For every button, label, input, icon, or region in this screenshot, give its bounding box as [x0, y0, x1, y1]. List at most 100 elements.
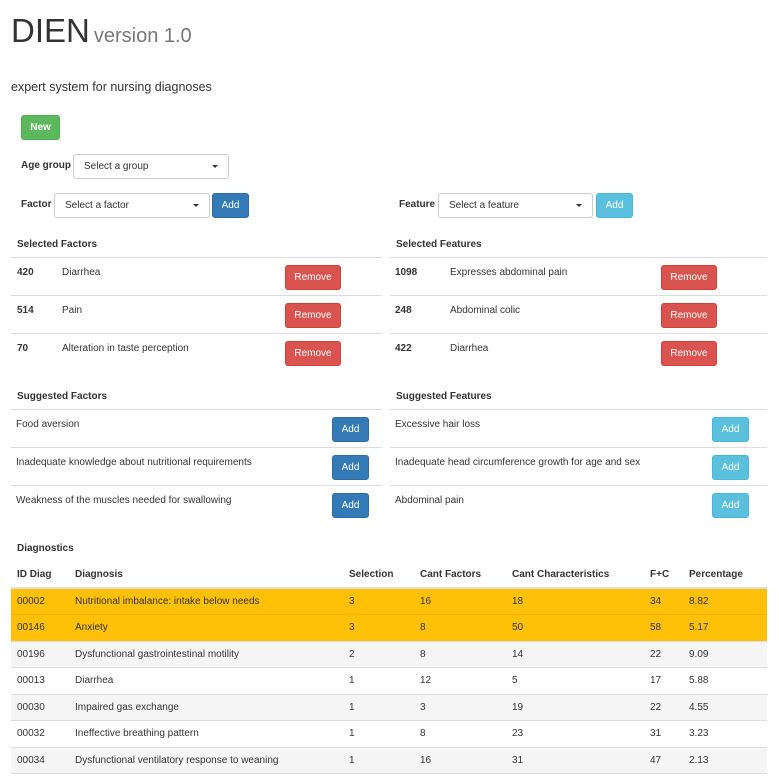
diag-name: Anxiety [69, 614, 343, 641]
diag-percentage: 8.82 [683, 587, 767, 615]
feature-code: 422 [395, 343, 412, 354]
diag-characteristics: 19 [506, 693, 644, 721]
table-row: 00002 Nutritional imbalance: intake below… [11, 587, 767, 615]
list-item: 420 Diarrhea Remove [11, 257, 382, 295]
selected-factors-list: 420 Diarrhea Remove 514 Pain Remove 70 A… [11, 257, 382, 371]
feature-name: Expresses abdominal pain [450, 267, 568, 278]
remove-factor-button[interactable]: Remove [285, 303, 341, 328]
table-header-row: ID Diag Diagnosis Selection Cant Factors… [11, 562, 767, 589]
diag-id: 00030 [11, 693, 69, 721]
column-header: Selection [343, 562, 414, 589]
diag-name: Nutritional imbalance: intake below need… [69, 587, 343, 615]
diag-characteristics: 50 [506, 614, 644, 641]
remove-feature-button[interactable]: Remove [661, 265, 717, 290]
diag-selection: 1 [343, 746, 414, 774]
diag-selection: 3 [343, 587, 414, 615]
diag-name: Diarrhea [69, 667, 343, 694]
factor-name: Alteration in taste perception [62, 343, 189, 354]
list-item: Excessive hair loss Add [390, 409, 767, 447]
age-group-select-value: Select a group [84, 161, 149, 172]
suggested-factors-title: Suggested Factors [17, 391, 108, 402]
feature-name: Diarrhea [450, 343, 489, 354]
add-feature-button[interactable]: Add [596, 193, 633, 218]
new-button[interactable]: New [21, 115, 60, 140]
factor-code: 70 [17, 343, 29, 354]
add-suggested-factor-button[interactable]: Add [332, 417, 369, 442]
diag-id: 00002 [11, 587, 69, 615]
diag-factors: 16 [414, 587, 506, 615]
table-row: 00146 Anxiety 3 8 50 58 5.17 [11, 614, 767, 641]
selected-features-list: 1098 Expresses abdominal pain Remove 248… [390, 257, 767, 371]
diagnostics-table: ID Diag Diagnosis Selection Cant Factors… [11, 562, 767, 774]
column-header: Cant Characteristics [506, 562, 644, 589]
feature-select-value: Select a feature [449, 200, 520, 211]
table-row: 00196 Dysfunctional gastrointestinal moti… [11, 640, 767, 668]
app-subtitle: expert system for nursing diagnoses [11, 80, 212, 94]
list-item: 514 Pain Remove [11, 295, 382, 333]
diag-id: 00032 [11, 720, 69, 747]
chevron-down-icon [193, 204, 199, 207]
list-item: Food aversion Add [11, 409, 382, 447]
table-row: 00034 Dysfunctional ventilatory response … [11, 746, 767, 774]
diag-percentage: 5.17 [683, 614, 767, 641]
diag-selection: 2 [343, 640, 414, 668]
list-item: 70 Alteration in taste perception Remove [11, 333, 382, 371]
feature-name: Abdominal colic [450, 305, 521, 316]
add-factor-button[interactable]: Add [212, 193, 249, 218]
add-suggested-factor-button[interactable]: Add [332, 455, 369, 480]
add-suggested-feature-button[interactable]: Add [712, 417, 749, 442]
age-group-label: Age group [21, 160, 71, 171]
add-suggested-feature-button[interactable]: Add [712, 493, 749, 518]
factor-code: 514 [17, 305, 34, 316]
diag-percentage: 9.09 [683, 640, 767, 668]
factor-name: Pain [62, 305, 83, 316]
diag-characteristics: 18 [506, 587, 644, 615]
diag-name: Dysfunctional gastrointestinal motility [69, 640, 343, 668]
suggested-factor-name: Weakness of the muscles needed for swall… [16, 495, 232, 506]
table-row: 00013 Diarrhea 1 12 5 17 5.88 [11, 667, 767, 694]
list-item: 422 Diarrhea Remove [390, 333, 767, 371]
remove-factor-button[interactable]: Remove [285, 341, 341, 366]
factor-code: 420 [17, 267, 34, 278]
factor-label: Factor [21, 199, 52, 210]
diag-characteristics: 5 [506, 667, 644, 694]
diag-name: Impaired gas exchange [69, 693, 343, 721]
diag-fc: 58 [644, 614, 683, 641]
suggested-feature-name: Excessive hair loss [395, 419, 481, 430]
diag-percentage: 2.13 [683, 746, 767, 774]
add-suggested-feature-button[interactable]: Add [712, 455, 749, 480]
diag-fc: 47 [644, 746, 683, 774]
suggested-features-title: Suggested Features [396, 391, 492, 402]
diag-characteristics: 23 [506, 720, 644, 747]
diag-percentage: 3.23 [683, 720, 767, 747]
add-suggested-factor-button[interactable]: Add [332, 493, 369, 518]
feature-select[interactable]: Select a feature [438, 193, 593, 218]
diag-characteristics: 31 [506, 746, 644, 774]
diag-name: Ineffective breathing pattern [69, 720, 343, 747]
column-header: Percentage [683, 562, 767, 589]
list-item: 248 Abdominal colic Remove [390, 295, 767, 333]
list-item: Weakness of the muscles needed for swall… [11, 485, 382, 523]
diag-percentage: 5.88 [683, 667, 767, 694]
app-title: DIEN [11, 12, 90, 49]
diag-factors: 16 [414, 746, 506, 774]
diag-fc: 22 [644, 640, 683, 668]
diag-factors: 8 [414, 614, 506, 641]
age-group-select[interactable]: Select a group [73, 154, 229, 179]
remove-feature-button[interactable]: Remove [661, 303, 717, 328]
column-header: F+C [644, 562, 683, 589]
suggested-feature-name: Abdominal pain [395, 495, 464, 506]
suggested-features-list: Excessive hair loss Add Inadequate head … [390, 409, 767, 523]
diag-id: 00146 [11, 614, 69, 641]
chevron-down-icon [212, 165, 218, 168]
factor-select-value: Select a factor [65, 200, 129, 211]
app-header: DIEN version 1.0 [11, 12, 192, 50]
diag-selection: 1 [343, 720, 414, 747]
column-header: ID Diag [11, 562, 69, 589]
list-item: 1098 Expresses abdominal pain Remove [390, 257, 767, 295]
remove-feature-button[interactable]: Remove [661, 341, 717, 366]
remove-factor-button[interactable]: Remove [285, 265, 341, 290]
diag-fc: 17 [644, 667, 683, 694]
factor-select[interactable]: Select a factor [54, 193, 210, 218]
diag-factors: 12 [414, 667, 506, 694]
